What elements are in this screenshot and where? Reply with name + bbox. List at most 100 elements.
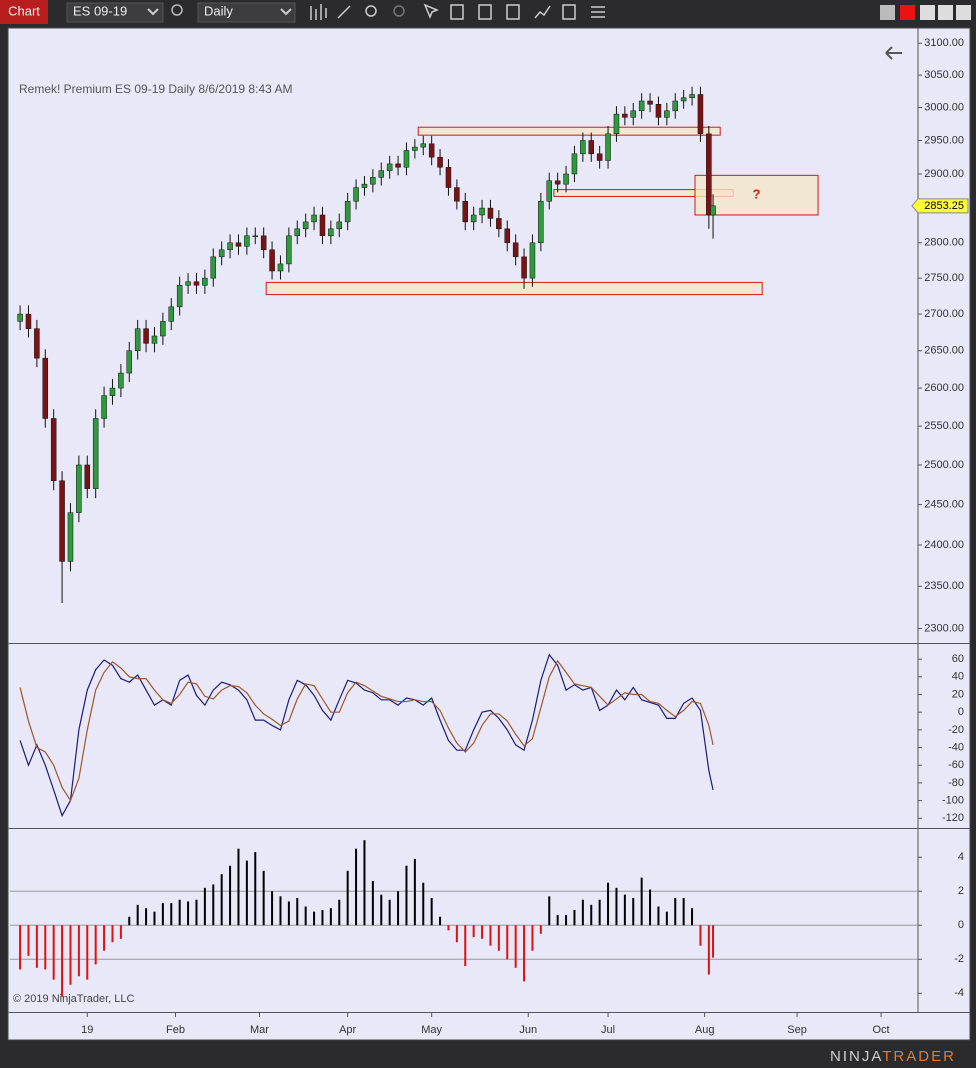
histogram-bar (161, 903, 164, 926)
instrument-select[interactable] (66, 2, 164, 23)
y-tick-label: 2650.00 (924, 345, 964, 357)
histogram-bar (69, 925, 72, 985)
candle-body (202, 277, 208, 286)
x-tick-label: Feb (166, 1024, 185, 1036)
window-button[interactable] (920, 5, 935, 20)
candle-body (437, 156, 443, 168)
candle-body (571, 153, 578, 175)
histogram-bar (271, 891, 274, 926)
histogram-bar (712, 925, 715, 958)
histogram-bar (262, 870, 265, 926)
period-select[interactable] (197, 2, 296, 23)
histogram-bar (573, 909, 576, 926)
line-series (19, 659, 714, 802)
candle-body (67, 512, 74, 562)
tab[interactable] (0, 0, 48, 24)
back-arrow[interactable] (885, 46, 902, 60)
toolbar-icons[interactable] (310, 3, 605, 20)
candle-body (370, 177, 376, 185)
candle-body (34, 328, 40, 359)
histogram-bar (212, 884, 215, 926)
candle-body (412, 146, 418, 151)
histogram-bar (304, 906, 307, 926)
candle-body (344, 200, 351, 223)
candle-body (403, 150, 410, 168)
window-button[interactable] (938, 5, 953, 20)
candle-body (521, 256, 527, 279)
y-tick-label: 2350.00 (924, 580, 964, 592)
candle-body (269, 249, 275, 272)
histogram-bar (338, 899, 341, 926)
candle-body (294, 228, 301, 237)
histogram-bar (464, 925, 467, 967)
candle-body (50, 418, 57, 481)
candle-body (496, 218, 502, 230)
histogram-bar (607, 882, 610, 926)
candle-body (218, 249, 225, 258)
histogram-bar (52, 925, 55, 980)
close-button[interactable] (956, 5, 971, 20)
candle-body (638, 100, 645, 112)
histogram-bar (178, 899, 181, 926)
candle-body (596, 153, 603, 161)
window-button[interactable] (900, 5, 915, 20)
y-tick-label: 3100.00 (924, 37, 964, 49)
y-tick-label: 0 (958, 919, 964, 931)
histogram-bar (229, 865, 232, 926)
histogram-bar (548, 896, 551, 926)
window-button[interactable] (880, 5, 895, 20)
histogram-bar (195, 899, 198, 926)
histogram-bar (665, 911, 668, 926)
y-tick-label: 2 (958, 885, 964, 897)
histogram-bar (170, 903, 173, 926)
histogram-bar (287, 901, 290, 926)
candle-body (176, 285, 183, 308)
histogram-bar (187, 901, 190, 926)
histogram-bar (657, 906, 660, 926)
candle-body (647, 100, 653, 105)
candle-body (59, 480, 65, 562)
y-tick-label: 2950.00 (924, 134, 964, 146)
histogram-bar (27, 925, 30, 956)
y-tick-label: 2750.00 (924, 272, 964, 284)
candle-body (185, 281, 191, 286)
candle-body (546, 180, 553, 202)
candle-body (672, 100, 679, 112)
histogram-bar (321, 909, 324, 926)
histogram-bar (44, 925, 47, 970)
histogram-bar (699, 925, 702, 946)
y-tick-label: 60 (952, 653, 964, 665)
histogram-bar (539, 925, 542, 934)
x-tick-label: Sep (787, 1024, 807, 1036)
candle-body (244, 235, 250, 247)
histogram-bar (581, 899, 584, 926)
x-tick-label: Mar (250, 1024, 269, 1036)
y-tick-label: 2400.00 (924, 539, 964, 551)
y-tick-label: -40 (948, 741, 964, 753)
x-tick-label: Aug (695, 1024, 715, 1036)
histogram-bar (523, 925, 526, 982)
candle-body (554, 180, 561, 185)
histogram-bar (388, 899, 391, 926)
histogram-bar (111, 925, 114, 943)
candle-body (311, 214, 317, 223)
candle-body (487, 207, 494, 219)
histogram-bar (371, 881, 374, 926)
candle-body (84, 464, 91, 489)
histogram-bar (413, 858, 416, 926)
histogram-bar (430, 898, 433, 926)
y-tick-label: -60 (948, 759, 964, 771)
histogram-bar (632, 898, 635, 926)
histogram-bar (565, 915, 568, 926)
histogram-bar (245, 860, 248, 926)
search-icon[interactable] (171, 4, 183, 16)
candle-body (160, 321, 166, 337)
histogram-bar (296, 898, 299, 926)
histogram-bar (481, 925, 484, 939)
x-tick-label: Apr (339, 1024, 356, 1036)
y-tick-label: -120 (942, 812, 964, 824)
histogram-bar (220, 874, 223, 926)
dropdown-arrow (280, 8, 292, 16)
y-tick-label: 2800.00 (924, 237, 964, 249)
candle-body (630, 110, 637, 118)
